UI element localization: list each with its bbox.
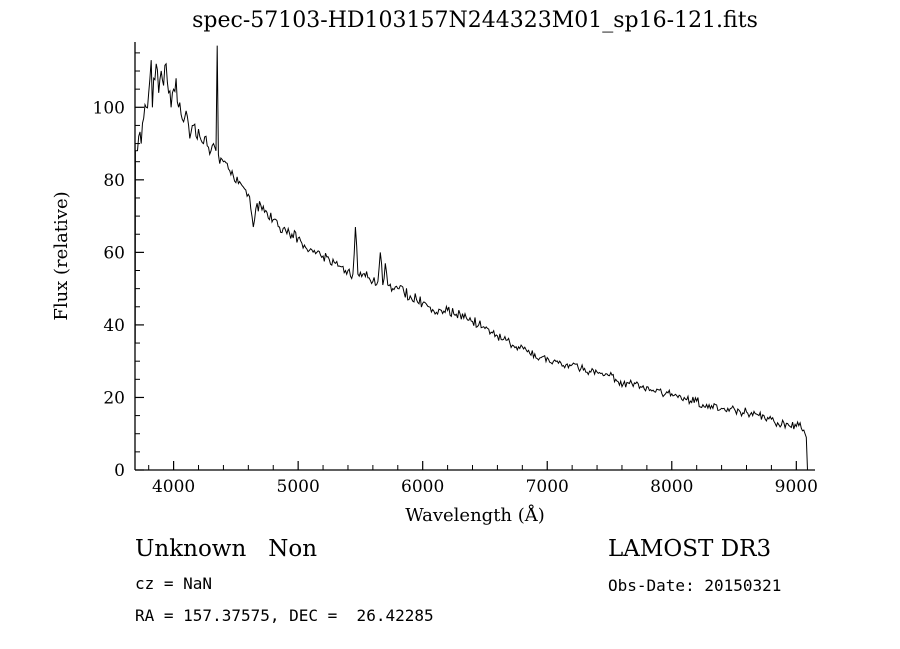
y-tick-label: 20 — [103, 388, 125, 408]
y-tick-label: 80 — [103, 171, 125, 191]
x-tick-label: 4000 — [152, 477, 195, 497]
x-tick-label: 9000 — [775, 477, 818, 497]
survey-label: LAMOST DR3 — [608, 536, 772, 562]
plot-title: spec-57103-HD103157N244323M01_sp16-121.f… — [192, 8, 758, 33]
cz-value: cz = NaN — [135, 574, 213, 593]
ra-dec-value: RA = 157.37575, DEC = 26.42285 — [135, 606, 434, 625]
x-tick-label: 7000 — [526, 477, 569, 497]
x-axis-label: Wavelength (Å) — [405, 505, 545, 526]
y-tick-label: 60 — [103, 243, 125, 263]
y-tick-label: 0 — [114, 461, 125, 481]
x-tick-label: 6000 — [401, 477, 444, 497]
x-tick-label: 5000 — [277, 477, 320, 497]
classification-label: Unknown Non — [135, 536, 318, 562]
y-tick-label: 40 — [103, 316, 125, 336]
y-axis-label: Flux (relative) — [51, 191, 72, 321]
obs-date-label: Obs-Date: 20150321 — [608, 576, 782, 595]
y-tick-label: 100 — [93, 98, 125, 118]
spectrum-line — [134, 45, 808, 471]
x-tick-label: 8000 — [650, 477, 693, 497]
